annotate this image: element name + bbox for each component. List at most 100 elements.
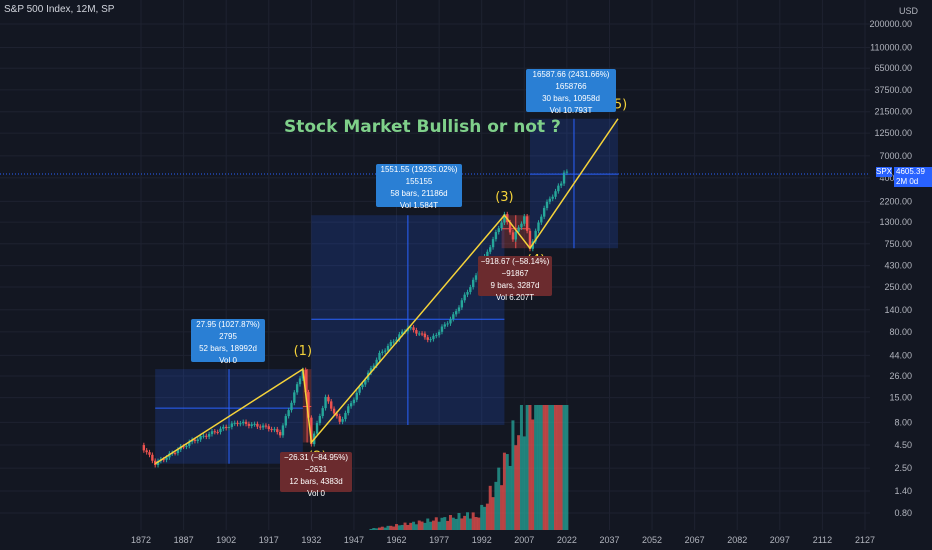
y-tick-label: 65000.00 (874, 63, 912, 73)
volume-bar (491, 497, 495, 530)
candle-body (497, 228, 500, 233)
candle-body (278, 432, 282, 436)
candle-body (276, 429, 279, 433)
y-tick-label: 200000.00 (869, 19, 912, 29)
volume-bar (534, 405, 538, 530)
volume-bar (548, 405, 552, 530)
volume-bar (454, 518, 458, 530)
x-tick-label: 1932 (301, 535, 321, 545)
candle-body (259, 426, 262, 428)
y-tick-label: 1.40 (894, 486, 912, 496)
volume-bar (423, 522, 427, 530)
x-tick-label: 1977 (429, 535, 449, 545)
candle-body (230, 423, 234, 427)
x-tick-label: 1917 (259, 535, 279, 545)
candle-body (219, 428, 222, 433)
y-tick-label: 37500.00 (874, 85, 912, 95)
volume-bar (511, 420, 515, 530)
candle-body (233, 422, 236, 424)
candle-body (242, 421, 245, 424)
candle-body (523, 216, 526, 224)
candle-body (188, 441, 191, 446)
y-tick-label: 44.00 (889, 350, 912, 360)
x-tick-label: 1992 (472, 535, 492, 545)
candle-body (196, 439, 199, 441)
candle-body (412, 327, 415, 331)
candle-body (398, 334, 401, 340)
volume-bar (409, 522, 413, 530)
candle-body (321, 408, 324, 417)
candle-body (355, 392, 358, 400)
measure-5-line-3: Vol 10.793T (549, 106, 593, 115)
volume-bar (429, 521, 433, 530)
candle-body (466, 292, 469, 295)
y-tick-label: 26.00 (889, 371, 912, 381)
candle-body (452, 314, 455, 320)
candle-body (386, 345, 390, 351)
candle-body (494, 232, 498, 240)
candle-body (318, 416, 322, 424)
measure-1-line-2: 52 bars, 18992d (199, 344, 257, 353)
y-tick-label: 8.00 (894, 417, 912, 427)
candle-body (378, 352, 381, 360)
y-tick-label: 80.00 (889, 327, 912, 337)
candle-body (338, 416, 341, 422)
candle-body (202, 435, 205, 437)
volume-bar (508, 465, 512, 530)
volume-bar (403, 522, 407, 530)
measure-5-line-2: 30 bars, 10958d (542, 94, 600, 103)
volume-bar (431, 520, 435, 530)
candle-body (210, 431, 214, 435)
volume-bar (483, 506, 487, 530)
candle-body (457, 307, 461, 312)
candle-body (239, 423, 242, 425)
candle-body (460, 300, 464, 308)
x-tick-label: 2022 (557, 535, 577, 545)
candle-body (182, 446, 185, 448)
candle-body (335, 413, 339, 417)
wave-path (154, 118, 619, 465)
measure-box-2: −26.31 (−84.95%) −2631 12 bars, 4383d Vo… (280, 452, 352, 498)
volume-bar (443, 517, 447, 530)
measure-box-5: 16587.66 (2431.66%) 1658766 30 bars, 109… (526, 69, 616, 115)
volume-bar (463, 515, 467, 530)
volume-bar (448, 515, 452, 530)
candle-body (463, 294, 466, 301)
volume-bar (417, 520, 421, 530)
volume-bar (536, 405, 540, 530)
candle-body (310, 417, 313, 445)
candle-body (273, 429, 276, 431)
y-tick-label: 430.00 (884, 261, 912, 271)
volume-bar (502, 452, 506, 530)
volume-bar (386, 525, 390, 530)
candle-body (437, 331, 441, 336)
candle-body (474, 275, 478, 280)
candle-body (332, 408, 336, 414)
candle-body (520, 223, 523, 228)
volume-bar (466, 512, 470, 530)
volume-bar (565, 405, 569, 530)
candle-body (540, 216, 543, 223)
candle-body (193, 439, 197, 441)
volume-bars (369, 405, 569, 530)
candle-body (389, 342, 393, 346)
volume-bar (514, 445, 518, 530)
candle-body (471, 279, 475, 288)
candle-body (542, 208, 546, 217)
candle-body (256, 423, 259, 427)
candle-body (213, 431, 217, 433)
volume-bar (369, 528, 373, 530)
candle-body (418, 333, 421, 335)
candle-body (500, 222, 503, 229)
candle-body (560, 183, 563, 186)
volume-bar (375, 528, 379, 530)
candle-body (205, 435, 208, 437)
candle-body (156, 460, 160, 466)
volume-bar (426, 518, 430, 530)
y-tick-label: 2.50 (894, 463, 912, 473)
volume-bar (551, 405, 555, 530)
measure-box-4: −918.67 (−58.14%) −91867 9 bars, 3287d V… (478, 256, 552, 302)
candle-body (358, 387, 361, 393)
y-tick-label: 0.80 (894, 508, 912, 518)
x-tick-label: 1887 (174, 535, 194, 545)
